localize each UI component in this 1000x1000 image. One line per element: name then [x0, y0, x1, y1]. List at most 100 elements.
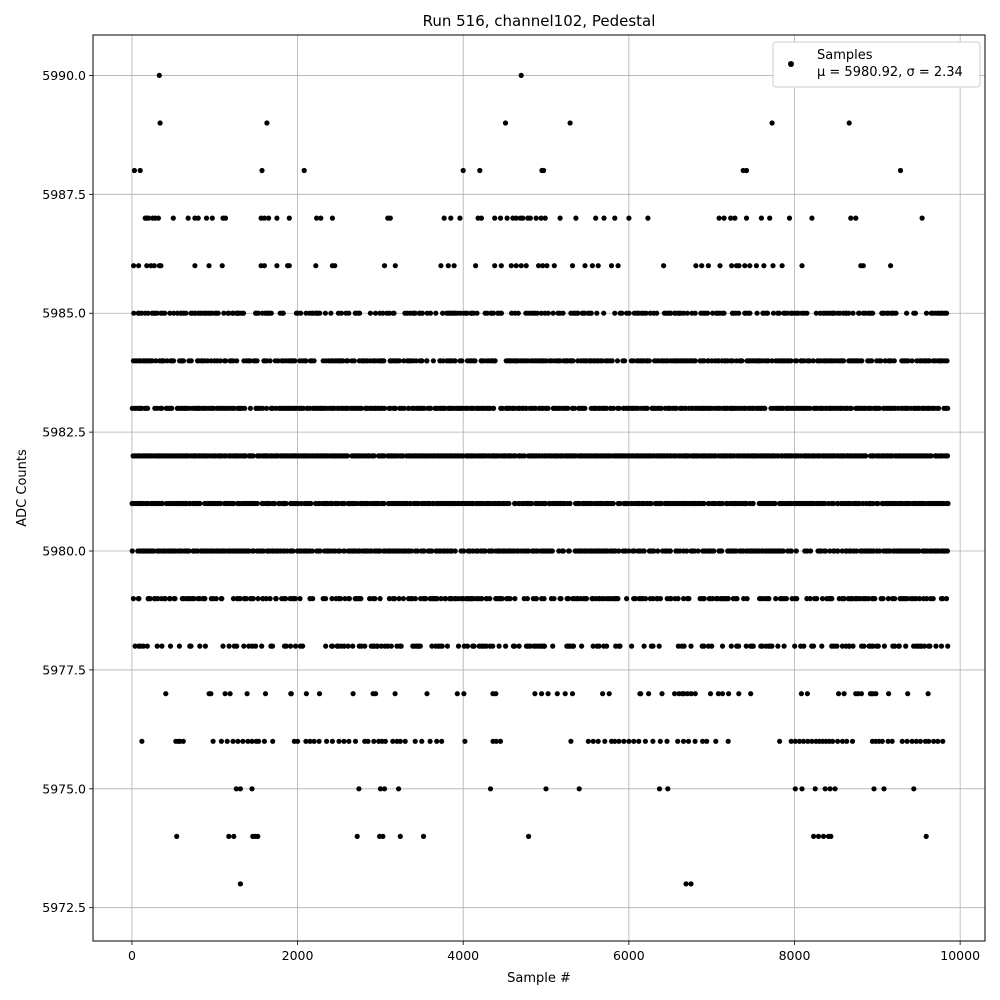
data-point: [162, 310, 168, 316]
data-point: [226, 833, 232, 840]
data-point: [681, 643, 687, 649]
x-axis-label: Sample #: [507, 971, 571, 986]
data-point: [392, 596, 398, 602]
data-point: [243, 453, 249, 459]
data-point: [672, 691, 678, 697]
data-point: [283, 643, 289, 649]
data-point: [268, 310, 274, 316]
data-point: [533, 405, 539, 411]
data-point: [377, 548, 383, 554]
data-point: [588, 310, 594, 316]
data-point: [191, 596, 197, 602]
data-point: [878, 358, 884, 364]
data-point: [139, 738, 145, 744]
data-point: [645, 215, 651, 221]
data-point: [798, 691, 805, 697]
data-point: [396, 596, 402, 602]
data-point: [230, 358, 236, 364]
data-point: [685, 738, 692, 744]
data-point: [283, 500, 289, 507]
data-point: [926, 738, 932, 744]
data-point: [836, 691, 842, 697]
data-point: [226, 643, 232, 649]
data-point: [412, 738, 418, 744]
data-point: [602, 738, 608, 744]
data-point: [131, 167, 137, 174]
data-point: [309, 548, 315, 554]
data-point: [206, 263, 212, 269]
data-point: [391, 310, 397, 316]
data-point: [719, 500, 726, 507]
data-point: [839, 738, 846, 744]
data-point: [262, 691, 269, 697]
data-point: [317, 548, 323, 554]
data-point: [905, 358, 911, 364]
data-point: [621, 738, 627, 744]
data-point: [313, 263, 319, 269]
data-point: [551, 596, 557, 602]
data-point: [513, 215, 519, 221]
data-point: [665, 786, 671, 792]
data-point: [433, 310, 439, 316]
data-point: [615, 263, 621, 269]
data-point: [507, 596, 513, 602]
data-point: [144, 263, 150, 269]
data-point: [259, 167, 265, 174]
data-point: [541, 596, 547, 602]
data-point: [596, 643, 602, 649]
data-point: [455, 643, 462, 649]
data-point: [192, 263, 198, 269]
data-point: [807, 596, 813, 602]
data-point: [655, 548, 661, 554]
data-point: [513, 263, 519, 269]
data-point: [540, 263, 546, 269]
data-point: [916, 548, 922, 554]
data-point: [297, 596, 303, 602]
data-point: [699, 263, 705, 269]
data-point: [247, 405, 253, 411]
data-point: [490, 643, 496, 649]
data-point: [222, 215, 229, 221]
data-point: [750, 643, 756, 649]
data-point: [719, 643, 726, 649]
data-point: [387, 215, 393, 221]
data-point: [438, 596, 444, 602]
data-point: [310, 596, 316, 602]
data-point: [814, 596, 820, 602]
data-point: [396, 358, 402, 364]
data-point: [606, 691, 612, 697]
data-point: [169, 405, 175, 411]
data-point: [810, 358, 816, 364]
data-point: [719, 691, 726, 697]
data-point: [316, 691, 323, 697]
data-point: [927, 643, 933, 649]
data-point: [872, 596, 878, 602]
data-point: [492, 358, 498, 364]
data-point: [440, 310, 446, 316]
data-point: [365, 738, 371, 744]
data-point: [230, 738, 236, 744]
data-point: [870, 643, 876, 649]
data-point: [822, 500, 828, 507]
data-point: [566, 596, 572, 602]
data-point: [129, 548, 135, 554]
data-point: [328, 310, 334, 316]
data-point: [203, 215, 210, 221]
data-point: [700, 738, 706, 744]
data-point: [493, 738, 499, 744]
data-point: [754, 310, 760, 316]
data-point: [443, 596, 449, 602]
data-point: [809, 738, 815, 744]
data-point: [412, 596, 418, 602]
data-point: [345, 358, 351, 364]
data-point: [220, 643, 226, 649]
data-point: [417, 643, 423, 649]
data-point: [728, 215, 734, 221]
data-point: [523, 263, 529, 269]
data-point: [372, 596, 378, 602]
data-point: [917, 738, 924, 744]
data-point: [695, 548, 701, 554]
data-point: [904, 738, 910, 744]
data-point: [736, 263, 742, 269]
data-point: [692, 310, 698, 316]
